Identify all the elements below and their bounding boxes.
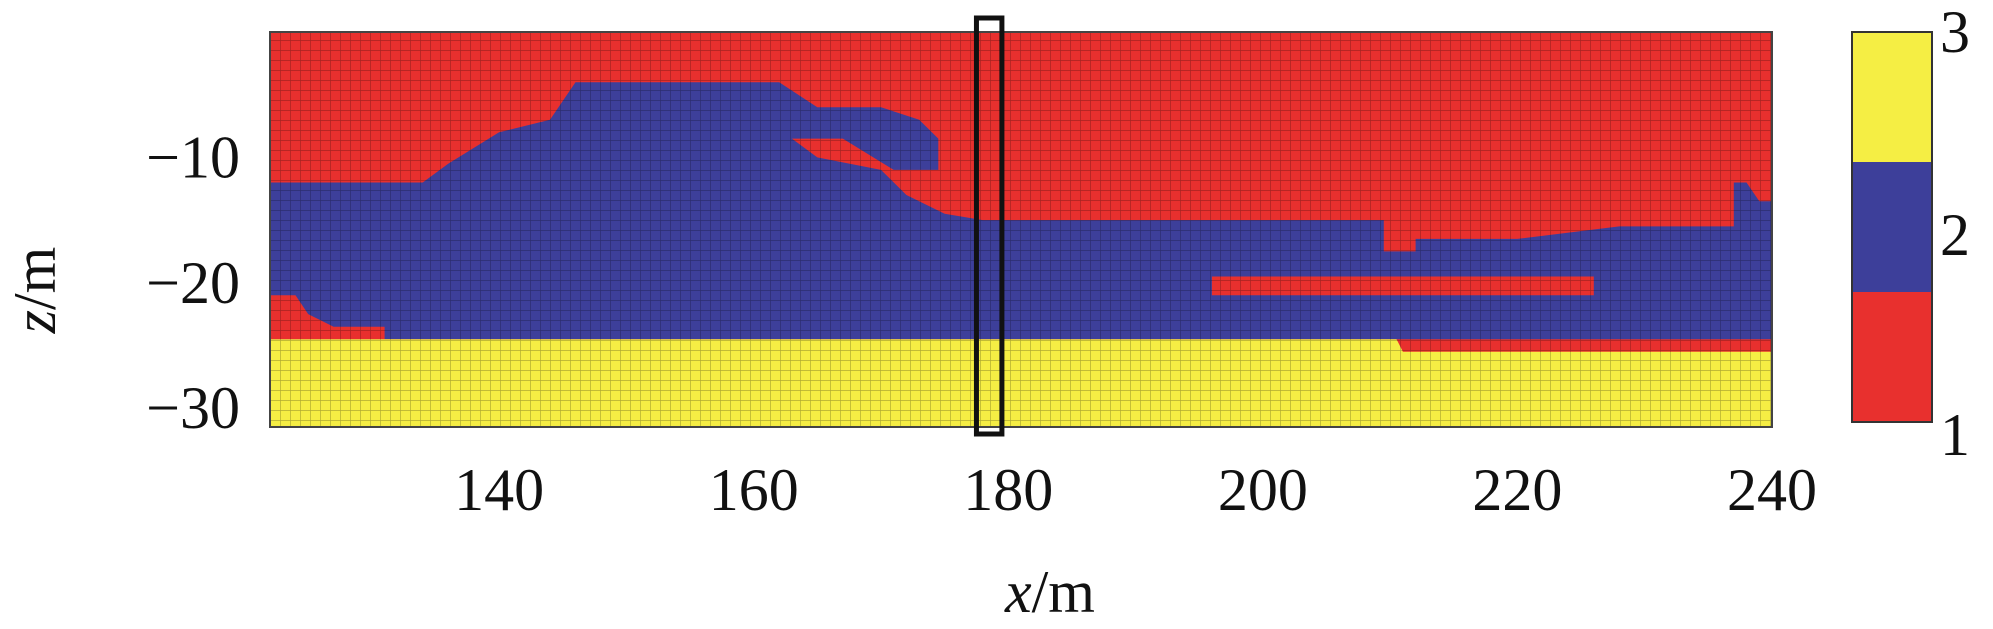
colorbar-frame (1851, 31, 1933, 423)
x-tick-label: 160 (709, 457, 799, 523)
x-axis-ticks: 140 160 180 200 220 240 (454, 457, 1817, 523)
plot-frame (269, 31, 1773, 428)
x-tick-label: 240 (1727, 457, 1817, 523)
colorbar-tick-label: 1 (1940, 402, 1970, 468)
colorbar-tick-label: 3 (1940, 0, 1970, 65)
y-tick-label: −20 (146, 250, 240, 316)
colorbar-tick-label: 2 (1940, 202, 1970, 268)
x-axis-label: x/m (1004, 559, 1095, 625)
y-tick-label: −30 (146, 375, 240, 441)
cell-grid (270, 32, 1772, 427)
colorbar-swatch-3 (1852, 32, 1932, 162)
y-axis-ticks: −10 −20 −30 (146, 124, 240, 441)
highlight-column (973, 15, 1005, 437)
y-axis-label: z/m (2, 247, 68, 335)
plot-area (270, 32, 1772, 427)
colorbar: 3 2 1 (1851, 0, 1970, 468)
x-tick-label: 220 (1472, 457, 1562, 523)
y-tick-label: −10 (146, 124, 240, 190)
x-tick-label: 200 (1218, 457, 1308, 523)
x-tick-label: 140 (454, 457, 544, 523)
colorbar-swatch-2 (1852, 162, 1932, 292)
colorbar-swatch-1 (1852, 292, 1932, 422)
x-tick-label: 180 (963, 457, 1053, 523)
